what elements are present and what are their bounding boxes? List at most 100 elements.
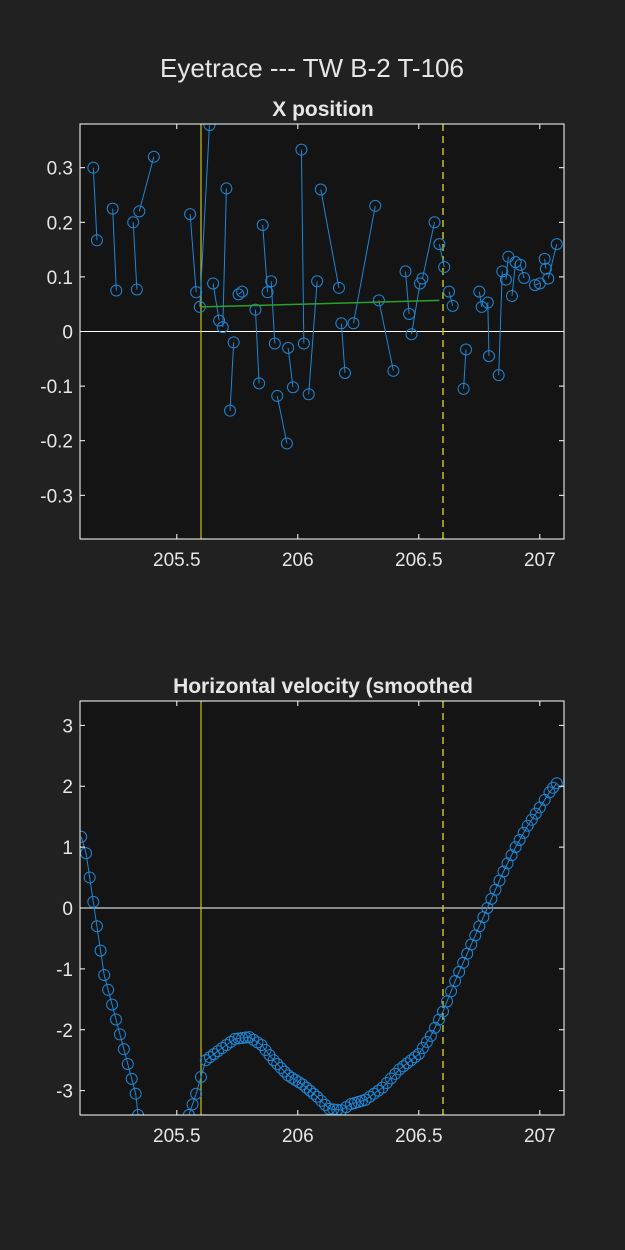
xpos-data-point — [369, 199, 382, 212]
xpos-data-point — [403, 308, 416, 321]
xpos-xtick-label: 205.5 — [153, 550, 201, 571]
xpos-data-point — [271, 389, 284, 402]
vel-data-point — [216, 1042, 229, 1055]
xpos-pair-connector — [411, 283, 421, 335]
xpos-pair-connector — [498, 271, 503, 376]
x-position-axes: X position 205.5 206 206.5 207 -0.3 -0.2 -0.1 0… — [40, 98, 565, 571]
vel-data-point — [285, 1071, 298, 1084]
vel-data-point — [211, 1045, 224, 1058]
xpos-data-point — [482, 350, 495, 363]
xpos-pair-connector — [534, 282, 540, 286]
vel-data-point — [505, 849, 518, 862]
xpos-data-point — [261, 286, 274, 299]
xpos-pair-connector — [308, 281, 318, 395]
vel-data-point — [368, 1087, 381, 1100]
vel-data-point — [307, 1087, 320, 1100]
vel-data-point — [420, 1035, 433, 1048]
xpos-data-point — [505, 290, 518, 303]
xpos-data-point — [399, 265, 412, 278]
vel-data-point — [182, 1109, 195, 1115]
xpos-pair-connector — [262, 224, 269, 293]
xpos-pair-connector — [352, 205, 376, 324]
vel-data-point — [501, 857, 514, 870]
xpos-ytick-label: -0.2 — [40, 432, 73, 453]
vel-data-point — [363, 1090, 376, 1103]
vel-data-point — [509, 841, 522, 854]
xpos-data-point — [87, 161, 100, 174]
xpos-data-point — [475, 300, 488, 313]
xpos-data-point — [332, 281, 345, 294]
vel-xtick-label: 207 — [524, 1126, 556, 1147]
vel-data-point — [441, 995, 454, 1008]
xpos-data-point — [302, 388, 315, 401]
xpos-data-point — [249, 303, 262, 316]
vel-data-point — [359, 1093, 372, 1106]
xpos-data-point — [203, 124, 216, 132]
xpos-data-point — [428, 216, 441, 229]
vel-data-point — [432, 1013, 445, 1026]
xpos-pair-connector — [519, 264, 525, 279]
xpos-data-point — [90, 234, 103, 247]
xpos-data-point — [224, 404, 237, 417]
xpos-data-point — [127, 216, 140, 229]
vel-data-point — [529, 807, 542, 820]
vel-data-point — [397, 1060, 410, 1073]
xpos-data-point — [446, 299, 459, 312]
xpos-pair-connector — [92, 167, 98, 241]
vel-data-point — [278, 1065, 291, 1078]
vel-data-point — [83, 871, 96, 884]
vel-data-point — [384, 1072, 397, 1085]
vel-data-point — [102, 983, 115, 996]
xpos-pair-connector — [404, 271, 410, 315]
xpos-pair-connector — [199, 125, 210, 307]
vel-data-point — [251, 1036, 264, 1049]
xpos-data-point — [347, 317, 360, 330]
vel-data-point — [207, 1048, 220, 1061]
xpos-data-point — [133, 205, 146, 218]
vel-data-point — [445, 985, 458, 998]
xpos-pair-connector — [287, 347, 294, 388]
xpos-ytick-label: 0 — [62, 323, 73, 344]
xpos-data-point — [539, 262, 552, 275]
xpos-data-point — [443, 285, 456, 298]
vel-data-point — [550, 777, 563, 790]
vel-data-point — [405, 1054, 418, 1067]
vel-data-point — [80, 847, 93, 860]
vel-data-point — [497, 865, 510, 878]
xpos-data-point — [256, 219, 269, 232]
vel-data-point — [408, 1051, 421, 1064]
xpos-plot-content — [80, 124, 564, 539]
vel-ytick-label: 3 — [62, 716, 73, 737]
vel-data-point — [543, 786, 556, 799]
xpos-data-point — [295, 143, 308, 156]
xpos-data-point — [253, 377, 266, 390]
xpos-pair-connector — [320, 189, 340, 288]
vel-ytick-label: -2 — [56, 1021, 73, 1042]
xpos-pair-connector — [438, 244, 445, 268]
horizontal-velocity-axes: Horizontal velocity (smoothed 205.5 206 20… — [56, 675, 565, 1147]
xpos-data-point — [268, 337, 281, 350]
vel-data-point — [521, 819, 534, 832]
vel-data-point — [393, 1063, 406, 1076]
xpos-data-point — [207, 277, 220, 290]
vel-xtick-label: 205.5 — [153, 1126, 201, 1147]
xpos-pair-connector — [478, 291, 483, 308]
xpos-pair-connector — [189, 214, 197, 293]
xpos-data-point — [265, 275, 278, 288]
xpos-data-point — [514, 258, 527, 271]
vel-data-point — [274, 1061, 287, 1074]
vel-data-point — [412, 1048, 425, 1061]
vel-data-point — [300, 1081, 313, 1094]
xpos-data-point — [130, 283, 143, 296]
vel-data-point — [311, 1090, 324, 1103]
vel-xtick-label: 206.5 — [395, 1126, 443, 1147]
vel-plot-content — [80, 701, 564, 1115]
xpos-data-point — [314, 183, 327, 196]
vel-data-point — [129, 1087, 142, 1100]
vel-ytick-label: -1 — [56, 960, 73, 981]
vel-data-point — [236, 1031, 249, 1044]
vel-data-point — [372, 1084, 385, 1097]
xpos-data-point — [110, 284, 123, 297]
xpos-data-point — [282, 341, 295, 354]
xpos-data-point — [473, 285, 486, 298]
